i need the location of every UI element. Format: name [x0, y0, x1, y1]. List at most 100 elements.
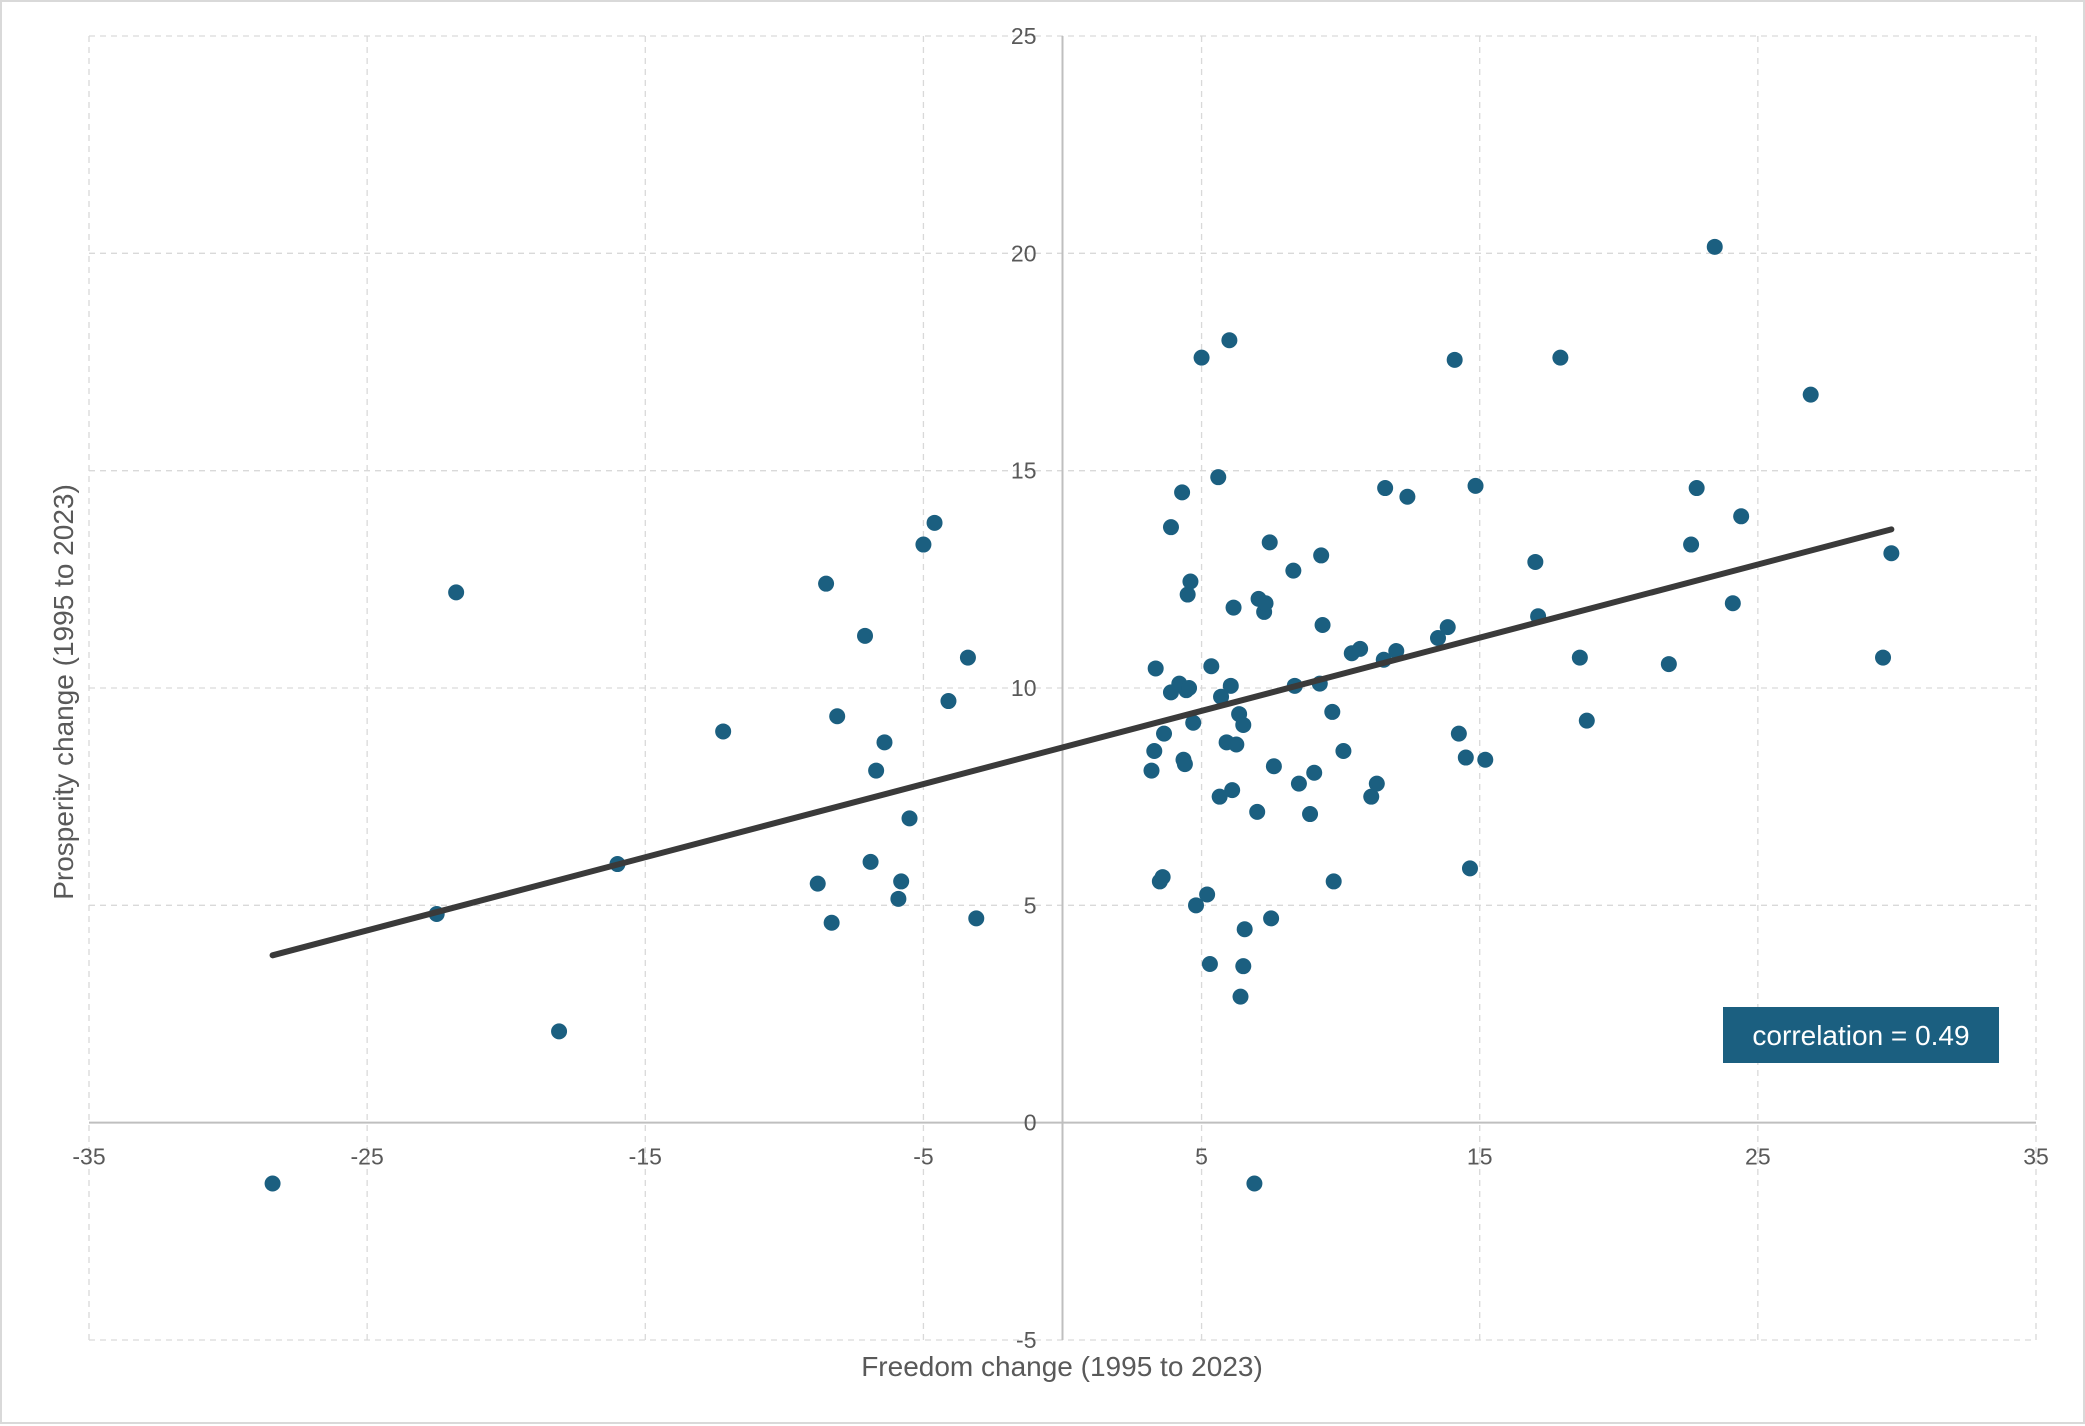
x-tick-label: 5: [1195, 1144, 1208, 1170]
y-tick-label: 15: [1011, 458, 1037, 484]
data-point: [1368, 775, 1385, 792]
data-point: [1182, 573, 1199, 590]
data-point: [1228, 736, 1245, 753]
data-point: [1552, 349, 1569, 366]
data-point: [1429, 630, 1446, 647]
data-point: [1179, 586, 1196, 603]
data-point: [1325, 873, 1342, 890]
data-point: [1313, 547, 1330, 564]
data-point: [890, 890, 907, 907]
data-point: [829, 708, 846, 725]
y-tick-label: 25: [1011, 23, 1037, 49]
data-point: [1733, 508, 1750, 525]
x-tick-label: -15: [629, 1144, 662, 1170]
data-point: [264, 1175, 281, 1192]
data-point: [1203, 658, 1220, 675]
data-point: [1176, 756, 1193, 773]
data-point: [968, 910, 985, 927]
data-point: [1188, 897, 1205, 914]
data-point: [1314, 616, 1331, 633]
data-point: [1235, 958, 1252, 975]
data-point: [915, 536, 932, 553]
correlation-label: correlation = 0.49: [1752, 1020, 1969, 1051]
data-point: [876, 734, 893, 751]
data-point: [893, 873, 910, 890]
data-point: [1571, 649, 1588, 666]
data-point: [1265, 758, 1282, 775]
data-point: [1156, 725, 1173, 742]
data-point: [1363, 788, 1380, 805]
data-point: [1477, 751, 1494, 768]
correlation-annotation: correlation = 0.49: [1723, 1007, 1999, 1063]
data-point: [1185, 714, 1202, 731]
data-point: [1235, 716, 1252, 733]
data-point: [1263, 910, 1280, 927]
data-point: [1324, 703, 1341, 720]
data-point: [901, 810, 918, 827]
data-point: [551, 1023, 568, 1040]
data-point: [1439, 619, 1456, 636]
axes: [89, 36, 2036, 1340]
data-point: [1446, 351, 1463, 368]
y-tick-label: 5: [1024, 892, 1037, 918]
tick-labels: -35 -25 -15 -5 5 15 25 35 -5 0 5 10 15 20 25: [72, 23, 2048, 1353]
data-point: [940, 693, 957, 710]
x-tick-label: -35: [72, 1144, 105, 1170]
data-point: [1290, 775, 1307, 792]
data-point: [1181, 680, 1198, 696]
x-tick-label: 35: [2023, 1144, 2049, 1170]
data-point: [1802, 386, 1819, 403]
data-point: [1201, 956, 1218, 973]
y-axis-title: Prosperity change (1995 to 2023): [48, 484, 79, 900]
data-point: [1257, 595, 1274, 612]
data-point: [1261, 534, 1278, 551]
x-tick-label: 15: [1467, 1144, 1493, 1170]
y-tick-label: 20: [1011, 240, 1037, 266]
data-point: [1377, 480, 1394, 497]
data-point: [1213, 688, 1230, 705]
data-point: [1461, 860, 1478, 877]
data-point: [1306, 764, 1323, 781]
data-point: [1450, 725, 1467, 742]
y-tick-label: 10: [1011, 675, 1037, 701]
data-point: [1285, 562, 1302, 579]
data-point: [1146, 743, 1163, 760]
data-point: [1457, 749, 1474, 766]
data-point: [1249, 803, 1266, 820]
data-point: [926, 514, 943, 531]
data-point: [1352, 640, 1369, 657]
x-tick-label: -5: [913, 1144, 933, 1170]
data-point: [1724, 595, 1741, 612]
data-point: [1210, 469, 1227, 486]
x-axis-title: Freedom change (1995 to 2023): [861, 1351, 1263, 1382]
data-point: [1193, 349, 1210, 366]
data-point: [1399, 488, 1416, 505]
data-point: [448, 584, 465, 601]
data-point: [1221, 332, 1238, 349]
data-point: [1174, 484, 1191, 501]
trendline: [269, 526, 1895, 959]
y-tick-label: -5: [1016, 1327, 1036, 1353]
data-point: [1688, 480, 1705, 497]
data-point: [1224, 782, 1241, 799]
data-point: [1706, 238, 1723, 255]
data-point: [1162, 519, 1179, 536]
data-point: [868, 762, 885, 779]
data-point: [1225, 599, 1242, 616]
data-point: [1660, 656, 1677, 673]
data-point: [857, 627, 874, 644]
trendline-line: [269, 526, 1895, 959]
data-point: [1578, 712, 1595, 729]
data-point: [1236, 921, 1253, 938]
data-point: [1143, 762, 1160, 779]
data-point: [862, 853, 879, 870]
data-point: [1222, 677, 1239, 694]
data-point: [1211, 788, 1228, 805]
data-point: [1467, 477, 1484, 494]
data-point: [715, 723, 732, 740]
correlation-box: [1723, 1007, 1999, 1063]
data-point: [1388, 643, 1405, 660]
y-tick-label: 0: [1024, 1110, 1037, 1136]
data-point: [1683, 536, 1700, 553]
data-point: [1335, 743, 1352, 760]
